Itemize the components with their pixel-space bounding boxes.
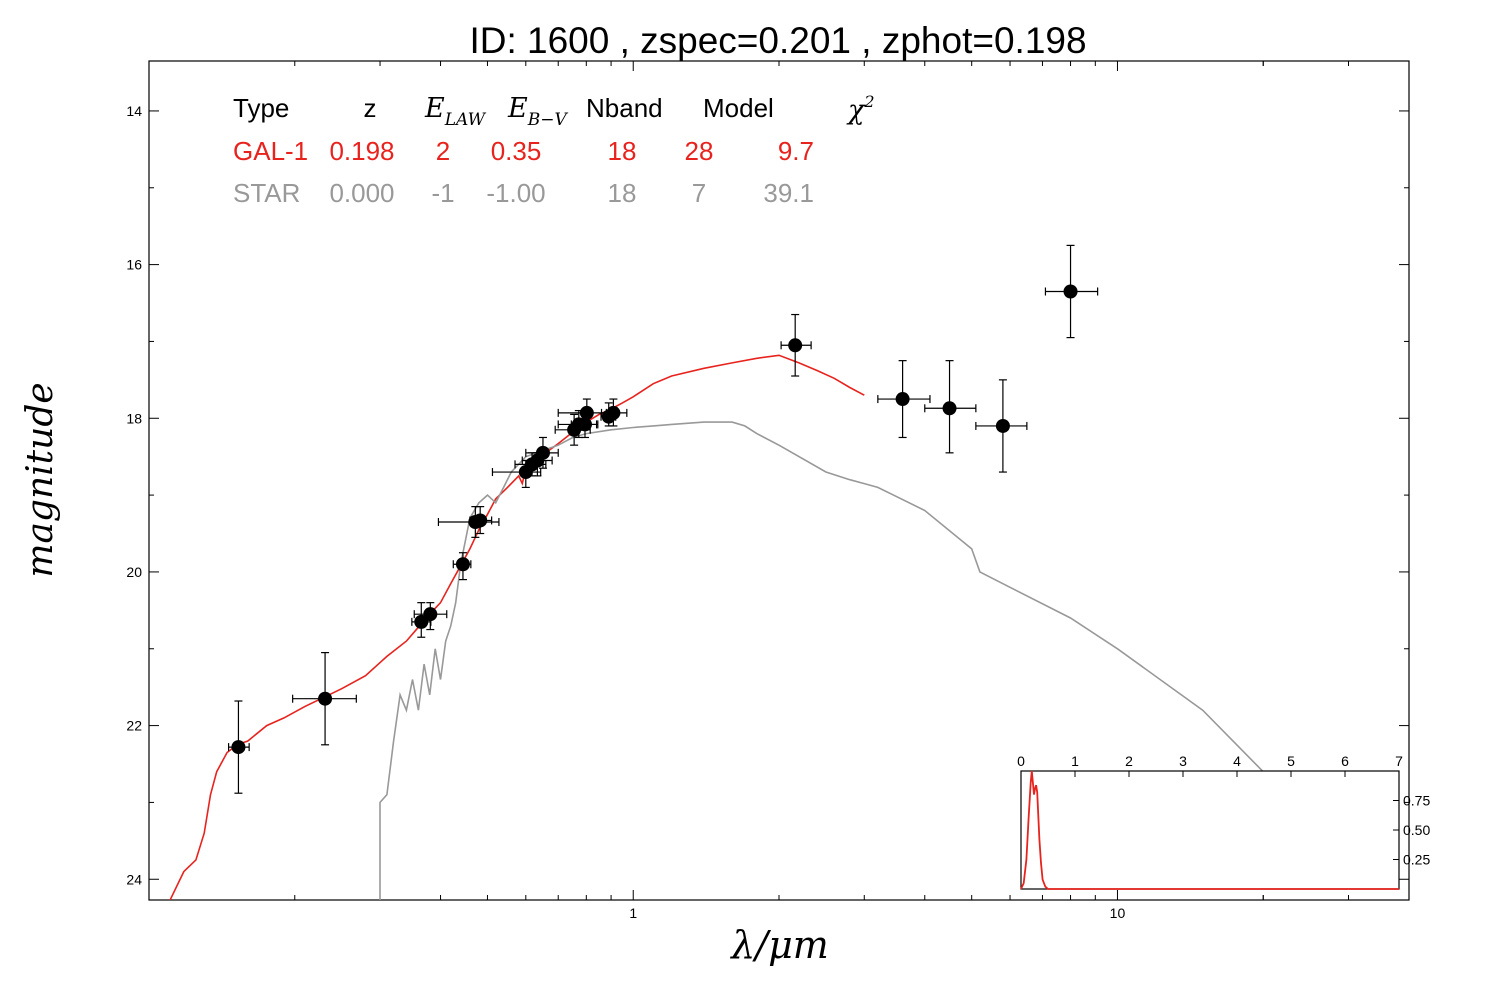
legend-gal-1-nband: 18 — [608, 136, 637, 166]
redshift-pdf-inset: 0 1 2 3 4 5 6 7 0.25 0.50 0.75 — [1017, 753, 1430, 890]
inset-x-tick-label-6: 6 — [1341, 753, 1349, 769]
data-point-marker — [535, 445, 550, 460]
data-point-marker — [231, 740, 246, 755]
photometry-point — [600, 398, 628, 427]
y-tick-label-24: 24 — [126, 871, 142, 887]
legend-header-elaw-main: E — [424, 93, 445, 124]
inset-x-tick-label-1: 1 — [1071, 753, 1079, 769]
photometry-point — [924, 360, 977, 454]
legend-header-model: Model — [703, 93, 774, 123]
legend-header-ebv: EB−V — [507, 93, 568, 130]
y-tick-label-16: 16 — [126, 257, 142, 273]
inset-x-tick-label-3: 3 — [1179, 753, 1187, 769]
inset-x-tick-label-5: 5 — [1287, 753, 1295, 769]
photometry-point — [1044, 244, 1099, 339]
legend-header-ebv-sub: B−V — [527, 110, 569, 130]
photometry-point — [292, 652, 357, 746]
inset-y-tick-label-0.75: 0.75 — [1403, 793, 1430, 809]
x-tick-label-10: 10 — [1110, 905, 1126, 921]
inset-x-tick-label-0: 0 — [1017, 753, 1025, 769]
legend-star-elaw: -1 — [431, 178, 454, 208]
data-point-marker — [579, 405, 594, 420]
data-point-marker — [606, 405, 621, 420]
legend-header-chi: χ — [846, 95, 866, 126]
legend-gal-1-chi2: 9.7 — [778, 136, 814, 166]
model-curve-gal-1 — [169, 354, 865, 900]
y-tick-label-20: 20 — [126, 564, 142, 580]
model-curve-star — [379, 421, 1376, 900]
legend-header-z: z — [364, 93, 377, 123]
photometry-point — [877, 360, 931, 439]
legend-header-ebv-main: E — [507, 93, 528, 124]
photometry-point — [413, 602, 448, 631]
legend-star-nband: 18 — [608, 178, 637, 208]
legend-star-chi2: 39.1 — [763, 178, 814, 208]
legend-header-chi-sup: 2 — [863, 92, 874, 111]
inset-x-tick-label-4: 4 — [1233, 753, 1241, 769]
photometry-point — [525, 436, 559, 469]
photometry-point — [469, 506, 493, 535]
x-axis-label: λ/μm — [729, 923, 829, 967]
y-axis-label: magnitude — [20, 382, 61, 577]
legend-header-type: Type — [233, 93, 289, 123]
x-tick-label-1: 1 — [629, 905, 637, 921]
inset-x-tick-label-7: 7 — [1395, 753, 1403, 769]
data-point-marker — [577, 417, 592, 432]
inset-y-tick-label-0.25: 0.25 — [1403, 852, 1430, 868]
inset-frame — [1020, 770, 1400, 890]
fit-legend: Type z ELAW EB−V Nband Model χ2 GAL-1 0.1… — [233, 92, 875, 208]
legend-gal-1-z: 0.198 — [329, 136, 394, 166]
chart-title: ID: 1600 , zspec=0.201 , zphot=0.198 — [469, 20, 1086, 61]
data-point-marker — [455, 557, 470, 572]
legend-star-type: STAR — [233, 178, 300, 208]
legend-header-elaw-sub: LAW — [444, 110, 487, 130]
legend-rows: GAL-1 0.198 2 0.35 18 28 9.7 STAR 0.000 -1 -1.00 18… — [233, 136, 814, 208]
data-point-marker — [1063, 284, 1078, 299]
photometry-point — [975, 379, 1028, 473]
data-point-marker — [788, 338, 803, 353]
legend-star-z: 0.000 — [329, 178, 394, 208]
legend-gal-1-elaw: 2 — [436, 136, 450, 166]
data-point-marker — [318, 691, 333, 706]
legend-gal-1-model: 28 — [685, 136, 714, 166]
data-point-marker — [942, 401, 957, 416]
photometry-point — [227, 700, 250, 794]
legend-header-nband: Nband — [586, 93, 663, 123]
legend-gal-1-ebv: 0.35 — [491, 136, 542, 166]
y-tick-label-18: 18 — [126, 410, 142, 426]
y-tick-label-14: 14 — [126, 103, 142, 119]
inset-x-tick-label-2: 2 — [1125, 753, 1133, 769]
legend-star-ebv: -1.00 — [486, 178, 545, 208]
legend-header-elaw: ELAW — [424, 93, 487, 130]
data-point-marker — [995, 418, 1010, 433]
photometry-point — [452, 552, 472, 581]
data-point-marker — [423, 607, 438, 622]
inset-pdf-curve — [1020, 770, 1399, 890]
legend-header-chi2: χ2 — [846, 92, 875, 126]
data-point-marker — [895, 392, 910, 407]
data-point-marker — [473, 513, 488, 528]
legend-star-model: 7 — [692, 178, 706, 208]
legend-gal-1-type: GAL-1 — [233, 136, 308, 166]
photometry-points — [227, 244, 1099, 794]
photometry-point — [780, 313, 812, 377]
inset-y-tick-label-0.50: 0.50 — [1403, 822, 1430, 838]
y-tick-label-22: 22 — [126, 718, 142, 734]
